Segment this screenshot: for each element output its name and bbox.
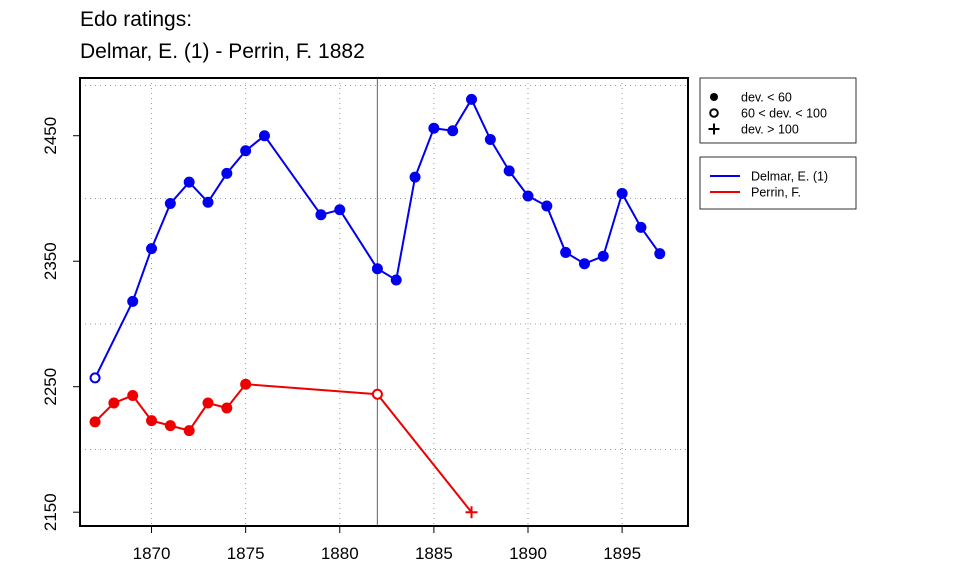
data-point: [89, 416, 101, 428]
data-point: [371, 263, 383, 275]
series-legend: Delmar, E. (1) Perrin, F.: [699, 156, 857, 210]
x-tick-label: 1870: [133, 544, 171, 563]
data-point: [334, 204, 346, 216]
deviation-legend-label: 60 < dev. < 100: [741, 107, 827, 121]
deviation-legend-box: [699, 77, 857, 144]
data-point: [258, 130, 270, 142]
data-point: [108, 397, 120, 409]
data-point: [164, 420, 176, 432]
data-point: [127, 389, 139, 401]
data-point: [183, 425, 195, 437]
data-point: [240, 145, 252, 157]
legend-plus-icon: [708, 123, 720, 135]
plot-frame: [79, 77, 689, 527]
data-point: [654, 248, 666, 260]
data-point: [146, 415, 158, 427]
data-point: [127, 295, 139, 307]
y-tick-label: 2150: [41, 493, 60, 531]
series-legend-label: Perrin, F.: [751, 186, 801, 200]
grid: [80, 78, 688, 526]
legend-filled-circle-icon: [710, 93, 718, 101]
data-point: [541, 200, 553, 212]
data-point: [202, 397, 214, 409]
x-tick-label: 1880: [321, 544, 359, 563]
data-point: [578, 258, 590, 270]
chart-title-line-1: Edo ratings:: [80, 8, 193, 31]
data-point: [616, 187, 628, 199]
x-tick-label: 1890: [509, 544, 547, 563]
data-point: [315, 209, 327, 221]
data-point: [240, 378, 252, 390]
data-point: [164, 197, 176, 209]
deviation-legend-label: dev. > 100: [741, 123, 799, 137]
data-point: [409, 171, 421, 183]
data-point: [466, 93, 478, 105]
data-point: [522, 190, 534, 202]
data-point: [428, 122, 440, 134]
series-legend-label: Delmar, E. (1): [751, 170, 828, 184]
data-point: [390, 274, 402, 286]
data-point-open: [371, 388, 383, 400]
data-point: [635, 221, 647, 233]
chart-title-line-2: Delmar, E. (1) - Perrin, F. 1882: [80, 40, 365, 63]
data-point-open: [89, 372, 101, 384]
data-point: [503, 165, 515, 177]
data-points: [89, 93, 666, 519]
data-point: [221, 402, 233, 414]
x-tick-label: 1885: [415, 544, 453, 563]
data-point-plus: [465, 506, 478, 519]
x-tick-label: 1895: [603, 544, 641, 563]
series-legend-box: [699, 156, 857, 210]
y-tick-label: 2450: [41, 117, 60, 155]
legend-open-circle-icon: [709, 108, 719, 118]
data-point: [183, 176, 195, 188]
data-point: [560, 246, 572, 258]
data-point: [597, 250, 609, 262]
data-point: [484, 133, 496, 145]
data-point: [447, 125, 459, 137]
data-point: [221, 167, 233, 179]
deviation-legend: dev. < 60 60 < dev. < 100 dev. > 100: [699, 77, 857, 144]
data-point: [146, 243, 158, 255]
y-tick-label: 2350: [41, 242, 60, 280]
x-tick-label: 1875: [227, 544, 265, 563]
deviation-legend-label: dev. < 60: [741, 91, 792, 105]
data-point: [202, 196, 214, 208]
y-tick-label: 2250: [41, 368, 60, 406]
axes: 1870 1875 1880 1885 1890 1895 2150 2250 2350 2450: [41, 117, 641, 563]
